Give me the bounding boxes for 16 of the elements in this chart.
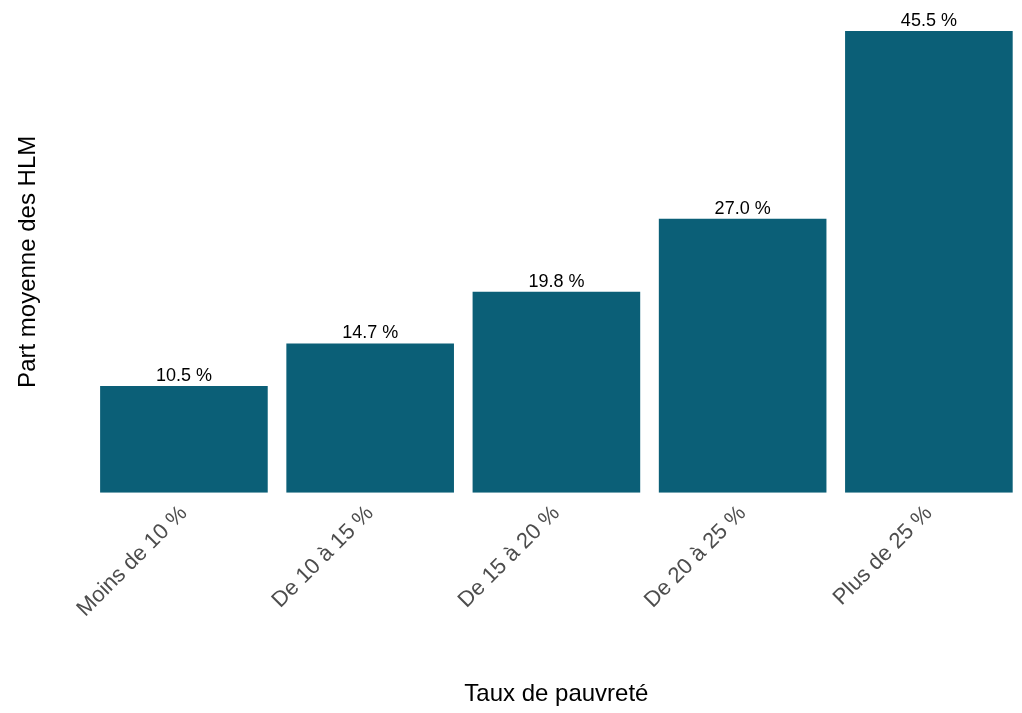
y-axis-title: Part moyenne des HLM [13, 135, 41, 388]
data-label: 27.0 % [714, 197, 771, 218]
x-axis-title: Taux de pauvreté [464, 679, 649, 707]
x-tick-label: De 15 à 20 % [452, 500, 565, 613]
data-label: 10.5 % [155, 365, 212, 386]
bar [286, 343, 454, 493]
x-tick-label: De 20 à 25 % [638, 500, 751, 613]
data-label: 14.7 % [342, 322, 399, 343]
bar [845, 31, 1013, 493]
bar [472, 291, 641, 493]
data-label: 19.8 % [528, 270, 585, 291]
bar [100, 386, 268, 493]
bar [658, 218, 827, 493]
x-tick-label: Plus de 25 % [827, 500, 937, 610]
data-label: 45.5 % [900, 9, 957, 30]
x-tick-label: De 10 à 15 % [266, 500, 378, 613]
